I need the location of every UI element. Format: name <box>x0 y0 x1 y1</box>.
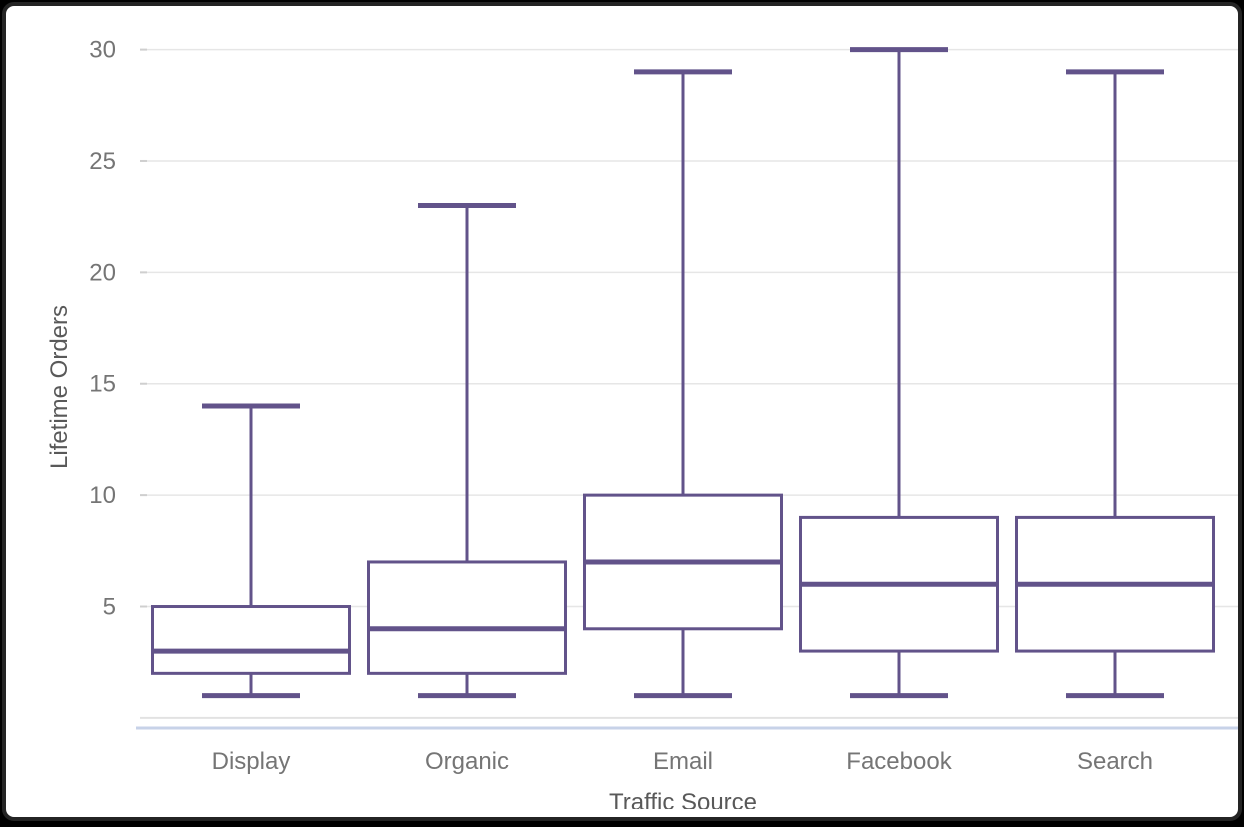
iqr-box[interactable] <box>151 605 351 675</box>
x-category-label: Email <box>653 748 713 775</box>
x-category-label: Display <box>212 748 291 775</box>
x-category-label: Organic <box>425 748 509 775</box>
y-axis-title: Lifetime Orders <box>46 305 73 469</box>
boxplot-display[interactable] <box>151 403 351 699</box>
y-tick-label: 25 <box>89 148 116 175</box>
boxplot-search[interactable] <box>1015 69 1215 699</box>
boxplot-organic[interactable] <box>367 203 567 699</box>
boxplot-svg: 5 10 15 20 25 30 Display Organic Email Facebook Se… <box>46 37 1238 809</box>
label-layer: 5 10 15 20 25 30 Display Organic Email Facebook Se… <box>89 37 1153 775</box>
boxplot-email[interactable] <box>583 69 783 699</box>
y-tick-label: 30 <box>89 37 116 64</box>
y-tick-label: 5 <box>103 594 116 621</box>
y-tick-label: 10 <box>89 482 116 509</box>
x-axis-title: Traffic Source <box>609 789 757 809</box>
iqr-box[interactable] <box>367 560 567 675</box>
box-layer <box>151 47 1215 699</box>
y-tick-label: 15 <box>89 371 116 398</box>
y-tick-label: 20 <box>89 259 116 286</box>
x-category-label: Facebook <box>846 748 952 775</box>
x-category-label: Search <box>1077 748 1153 775</box>
boxplot-facebook[interactable] <box>799 47 999 699</box>
